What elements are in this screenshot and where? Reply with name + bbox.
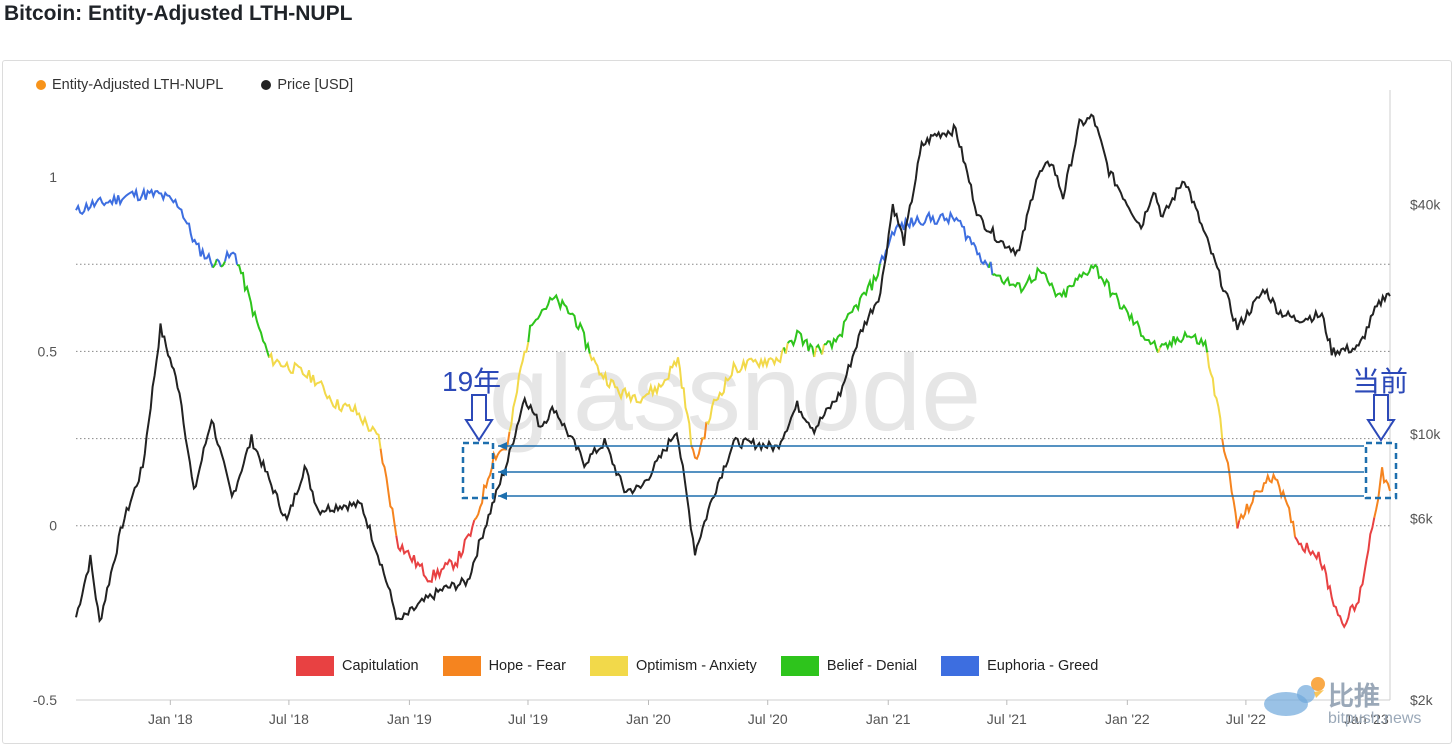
nupl-series-segment-8: [395, 519, 476, 584]
legend-label-nupl: Entity-Adjusted LTH-NUPL: [52, 77, 224, 93]
nupl-series-segment-34: [1294, 517, 1376, 629]
zone-swatch-euphoria-greed: [941, 656, 980, 676]
x-tick-label: Jul '20: [748, 711, 788, 727]
nupl-series-segment-30: [1206, 352, 1224, 439]
y-left-tick-label: -0.5: [33, 692, 57, 708]
zone-label-belief-denial: Belief - Denial: [826, 658, 918, 674]
nupl-series-segment-4: [224, 249, 239, 266]
nupl-series-segment-2: [216, 258, 222, 268]
nupl-series-segment-18: [784, 342, 789, 354]
x-tick-label: Jan '18: [148, 711, 193, 727]
nupl-series-segment-0: [75, 186, 214, 268]
logo-text: 比推: [1328, 681, 1381, 711]
zone-label-hope-fear: Hope - Fear: [488, 658, 566, 674]
page-title: Bitcoin: Entity-Adjusted LTH-NUPL: [4, 2, 353, 25]
annotation-box-2019: [461, 441, 495, 500]
nupl-series-segment-5: [236, 264, 271, 358]
nupl-series-segment-26: [989, 261, 994, 276]
nupl-series-segment-31: [1221, 438, 1239, 529]
annotation-2019: 19年: [442, 366, 502, 397]
zone-legend-euphoria-greed[interactable]: Euphoria - Greed: [941, 656, 1098, 676]
down-arrow-current-icon: [1366, 394, 1396, 442]
y-left-tick-label: 1: [49, 169, 57, 185]
nupl-series-segment-19: [786, 329, 816, 358]
nupl-series-segment-1: [211, 258, 218, 269]
zone-legend-belief-denial[interactable]: Belief - Denial: [780, 656, 918, 676]
nupl-series-segment-29: [1159, 329, 1209, 353]
nupl-series-segment-33: [1238, 471, 1296, 538]
chart-panel: [2, 60, 1452, 744]
legend-dot-nupl: [36, 80, 46, 90]
nupl-series-segment-27: [992, 263, 1160, 354]
x-tick-label: Jul '21: [987, 711, 1027, 727]
watermark-text: glassnode: [489, 332, 981, 453]
zone-legend: Capitulation Hope - Fear Optimism - Anxi…: [296, 656, 1098, 676]
x-tick-label: Jan '21: [866, 711, 911, 727]
y-right-tick-label: $2k: [1410, 692, 1434, 708]
x-tick-label: Jul '22: [1226, 711, 1266, 727]
zone-swatch-capitulation: [296, 656, 334, 676]
x-tick-label: Jan '22: [1105, 711, 1150, 727]
bird-logo-icon: [1264, 677, 1325, 716]
x-tick-label: Jan '20: [626, 711, 671, 727]
annotation-box-current: [1364, 441, 1398, 500]
nupl-series-segment-7: [379, 448, 398, 536]
zone-legend-capitulation[interactable]: Capitulation: [296, 656, 419, 676]
x-tick-label: Jul '18: [269, 711, 309, 727]
x-tick-label: Jul '19: [508, 711, 548, 727]
legend-dot-price: [261, 80, 272, 90]
nupl-series-segment-10: [508, 341, 530, 433]
nupl-series-segment-21: [815, 343, 824, 355]
y-left-tick-label: 0.5: [38, 343, 58, 359]
nupl-series-segment-20: [813, 347, 818, 358]
nupl-series-segment-32: [1236, 520, 1241, 529]
x-tick-label: Jan '19: [387, 711, 432, 727]
annotation-arrowhead-1: [498, 468, 507, 476]
y-right-tick-label: $40k: [1410, 197, 1441, 213]
zone-swatch-hope-fear: [442, 656, 481, 676]
logo-subtext: bitpush.news: [1328, 710, 1422, 727]
nupl-series-segment-15: [703, 421, 708, 440]
nupl-series-segment-28: [1157, 346, 1162, 353]
nupl-series-segment-24: [878, 210, 990, 269]
nupl-series-segment-11: [527, 293, 591, 354]
annotation-arrowhead-2: [498, 492, 507, 500]
nupl-series-segment-6: [268, 351, 382, 449]
legend-item-price[interactable]: Price [USD]: [261, 77, 353, 93]
legend-item-nupl[interactable]: Entity-Adjusted LTH-NUPL: [36, 77, 223, 93]
nupl-series-segment-35: [1373, 467, 1391, 518]
annotation-current: 当前: [1352, 366, 1409, 397]
zone-swatch-belief-denial: [780, 656, 819, 676]
zone-legend-optimism-anxiety[interactable]: Optimism - Anxiety: [589, 656, 757, 676]
y-right-tick-label: $6k: [1410, 510, 1434, 526]
nupl-series-segment-22: [821, 344, 825, 355]
nupl-series-segment-23: [824, 263, 881, 352]
legend-label-price: Price [USD]: [277, 77, 354, 93]
price-series-line: [75, 113, 1391, 624]
down-arrow-2019-icon: [464, 394, 494, 442]
annotation-arrowhead-0: [498, 442, 507, 450]
zone-swatch-optimism-anxiety: [589, 656, 628, 676]
nupl-series-segment-16: [705, 346, 785, 426]
x-tick-label: Jan '23: [1344, 711, 1389, 727]
zone-label-capitulation: Capitulation: [342, 658, 419, 674]
y-right-tick-label: $10k: [1410, 426, 1441, 442]
zone-legend-hope-fear[interactable]: Hope - Fear: [442, 656, 566, 676]
nupl-series-segment-12: [588, 353, 693, 446]
legend-top: Entity-Adjusted LTH-NUPL Price [USD]: [36, 77, 353, 93]
nupl-series-segment-3: [220, 260, 226, 268]
zone-label-optimism-anxiety: Optimism - Anxiety: [635, 658, 757, 674]
zone-label-euphoria-greed: Euphoria - Greed: [987, 658, 1099, 674]
y-left-tick-label: 0: [49, 518, 57, 534]
